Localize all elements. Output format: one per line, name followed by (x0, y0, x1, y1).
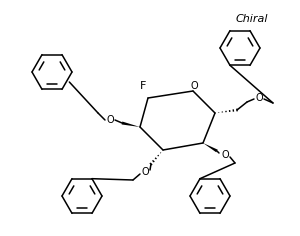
Polygon shape (203, 143, 218, 152)
Text: O: O (221, 150, 229, 160)
Text: F: F (140, 81, 146, 91)
Text: O: O (255, 93, 263, 103)
Polygon shape (122, 122, 140, 127)
Text: Chiral: Chiral (236, 14, 268, 24)
Text: O: O (190, 81, 198, 91)
Text: O: O (106, 115, 114, 125)
Text: O: O (141, 167, 149, 177)
